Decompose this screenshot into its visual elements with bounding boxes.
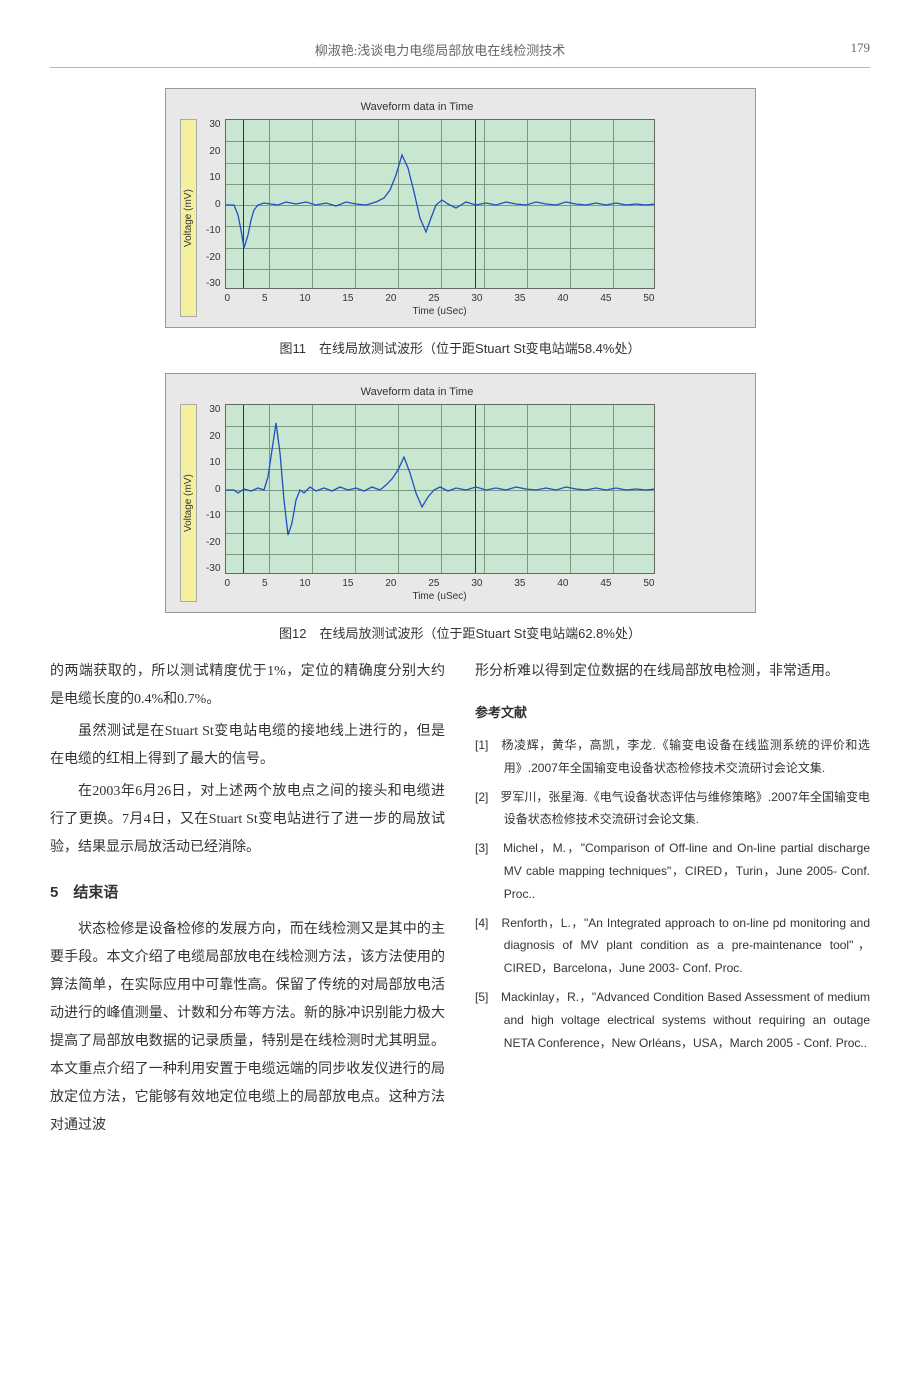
para: 虽然测试是在Stuart St变电站电缆的接地线上进行的，但是在电缆的红相上得到… xyxy=(50,718,445,774)
ref-item: [1] 杨凌辉，黄华，高凯，李龙.《输变电设备在线监测系统的评价和选用》.200… xyxy=(475,734,870,780)
ref-item: [3] Michel，M.，"Comparison of Off-line an… xyxy=(475,837,870,905)
references-title: 参考文献 xyxy=(475,700,870,726)
page-header: 柳淑艳:浅谈电力电缆局部放电在线检测技术 179 xyxy=(50,40,870,68)
figure-12: Waveform data in Time Voltage (mV) 30201… xyxy=(50,373,870,613)
chart2-ylabel: Voltage (mV) xyxy=(180,404,197,602)
chart1-title: Waveform data in Time xyxy=(180,101,655,113)
section-5-title: 5 结束语 xyxy=(50,878,445,908)
ref-item: [2] 罗军川，张星海.《电气设备状态评估与维修策略》.2007年全国输变电设备… xyxy=(475,786,870,832)
caption-12: 图12 在线局放测试波形（位于距Stuart St变电站端62.8%处） xyxy=(50,623,870,642)
chart1-ylabel: Voltage (mV) xyxy=(180,119,197,317)
chart2-plot: Chan 1 (mV)Cur 1Cur 2Cur 3Cur 5 xyxy=(225,404,655,574)
chart2-xlabel: Time (uSec) xyxy=(225,591,655,602)
header-title: 柳淑艳:浅谈电力电缆局部放电在线检测技术 xyxy=(50,40,830,59)
para: 状态检修是设备检修的发展方向，而在线检测又是其中的主要手段。本文介绍了电缆局部放… xyxy=(50,916,445,1140)
chart2-title: Waveform data in Time xyxy=(180,386,655,398)
ref-item: [5] Mackinlay，R.，"Advanced Condition Bas… xyxy=(475,986,870,1054)
chart1-plot: Chan 1 (mV)Cur 1Cur 2Cur 3Cur 5 xyxy=(225,119,655,289)
ref-item: [4] Renforth，L.，"An Integrated approach … xyxy=(475,912,870,980)
para: 形分析难以得到定位数据的在线局部放电检测，非常适用。 xyxy=(475,658,870,686)
figure-11: Waveform data in Time Voltage (mV) 30201… xyxy=(50,88,870,328)
chart1-xlabel: Time (uSec) xyxy=(225,306,655,317)
chart2-xticks: 05101520253035404550 xyxy=(225,578,655,589)
left-column: 的两端获取的，所以测试精度优于1%，定位的精确度分别大约是电缆长度的0.4%和0… xyxy=(50,658,445,1144)
para: 的两端获取的，所以测试精度优于1%，定位的精确度分别大约是电缆长度的0.4%和0… xyxy=(50,658,445,714)
chart1-xticks: 05101520253035404550 xyxy=(225,293,655,304)
references-list: [1] 杨凌辉，黄华，高凯，李龙.《输变电设备在线监测系统的评价和选用》.200… xyxy=(475,734,870,1054)
page-number: 179 xyxy=(830,40,870,59)
chart2-yticks: 3020100-10-20-30 xyxy=(201,404,225,574)
caption-11: 图11 在线局放测试波形（位于距Stuart St变电站端58.4%处） xyxy=(50,338,870,357)
para: 在2003年6月26日，对上述两个放电点之间的接头和电缆进行了更换。7月4日，又… xyxy=(50,778,445,862)
chart1-yticks: 3020100-10-20-30 xyxy=(201,119,225,289)
right-column: 形分析难以得到定位数据的在线局部放电检测，非常适用。 参考文献 [1] 杨凌辉，… xyxy=(475,658,870,1144)
